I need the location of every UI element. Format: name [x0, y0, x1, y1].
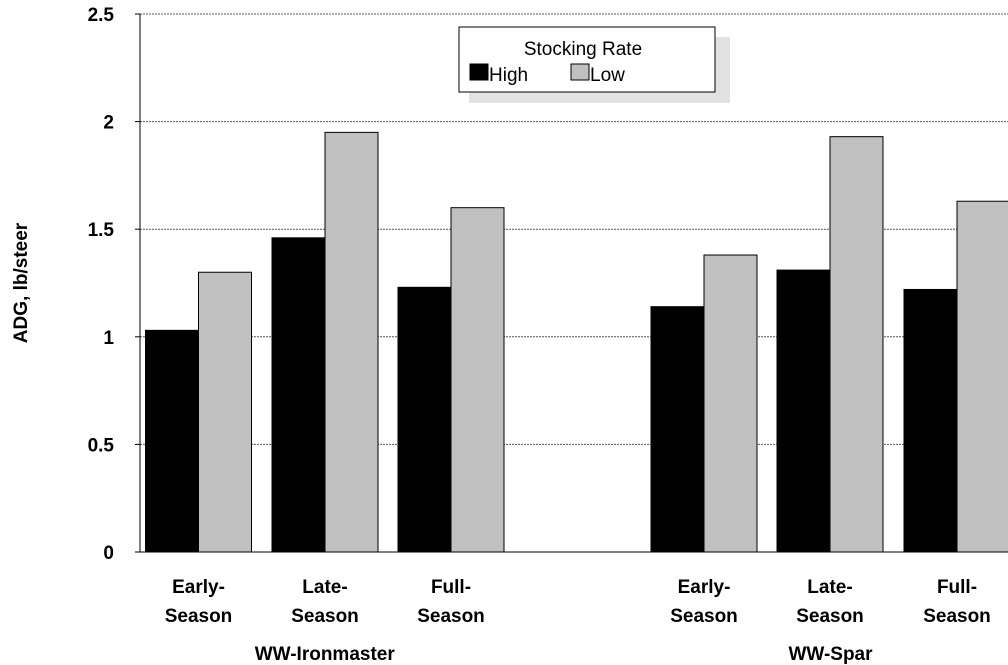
x-category-label-3-line-1: Season — [670, 606, 738, 627]
legend-label-high: High — [489, 65, 528, 86]
y-tick-label-1: 0.5 — [88, 435, 115, 456]
bar-low-0 — [198, 271, 252, 553]
x-category-label-4-line-0: Late- — [807, 577, 852, 598]
group-label-0: WW-Ironmaster — [255, 644, 396, 665]
bar-high-2 — [397, 286, 452, 553]
x-category-label-0-line-0: Early- — [172, 577, 225, 598]
legend: Stocking Rate High Low — [458, 26, 730, 103]
x-category-label-2-line-1: Season — [417, 606, 485, 627]
bar-low-3 — [703, 254, 758, 553]
x-category-label-4-line-1: Season — [796, 606, 864, 627]
y-tick-label-0: 0 — [103, 543, 114, 564]
x-category-label-5-line-0: Full- — [937, 577, 977, 598]
y-axis-title: ADG, lb/steer — [11, 222, 32, 343]
bar-high-0 — [145, 329, 199, 553]
x-category-label-1-line-0: Late- — [302, 577, 347, 598]
bar-low-5 — [956, 200, 1008, 553]
y-axis-ticks: 0 0.5 1 1.5 2 2.5 — [88, 5, 140, 564]
y-tick-label-4: 2 — [103, 113, 114, 134]
legend-swatch-high — [469, 63, 489, 81]
bar-low-2 — [450, 207, 505, 553]
y-tick-label-3: 1.5 — [88, 220, 115, 241]
bar-high-4 — [776, 269, 831, 553]
y-tick-label-2: 1 — [103, 328, 114, 349]
bar-high-5 — [903, 288, 958, 553]
x-category-label-3-line-0: Early- — [678, 577, 731, 598]
legend-title: Stocking Rate — [524, 39, 642, 60]
legend-label-low: Low — [590, 65, 625, 86]
bar-high-3 — [650, 306, 705, 553]
x-axis-group-labels: WW-Ironmaster WW-Spar — [255, 644, 873, 665]
x-category-label-2-line-0: Full- — [431, 577, 471, 598]
y-tick-label-5: 2.5 — [88, 5, 115, 26]
bars — [145, 131, 1008, 553]
x-category-label-0-line-1: Season — [165, 606, 233, 627]
x-axis-category-labels: Early- Season Late- Season Full- Season Early-… — [165, 577, 991, 627]
bar-low-4 — [829, 136, 884, 553]
bar-high-1 — [271, 237, 326, 553]
x-category-label-5-line-1: Season — [923, 606, 991, 627]
bar-low-1 — [324, 131, 379, 553]
x-category-label-1-line-1: Season — [291, 606, 359, 627]
group-label-1: WW-Spar — [788, 644, 873, 665]
legend-swatch-low — [570, 63, 590, 81]
legend-box — [458, 26, 716, 93]
